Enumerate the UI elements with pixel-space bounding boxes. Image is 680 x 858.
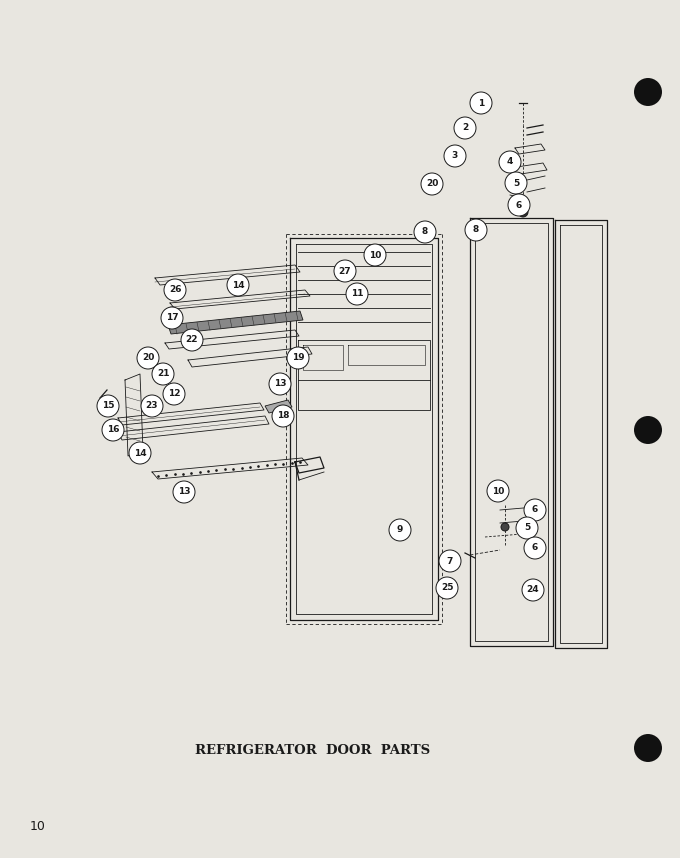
Circle shape — [227, 274, 249, 296]
Circle shape — [518, 207, 528, 217]
Circle shape — [346, 283, 368, 305]
Text: 20: 20 — [142, 353, 154, 362]
Text: 1: 1 — [478, 99, 484, 107]
Text: 12: 12 — [168, 390, 180, 398]
Text: 14: 14 — [232, 281, 244, 289]
Circle shape — [505, 172, 527, 194]
Text: 6: 6 — [532, 505, 538, 515]
Circle shape — [470, 92, 492, 114]
Text: 14: 14 — [134, 449, 146, 457]
Text: REFRIGERATOR  DOOR  PARTS: REFRIGERATOR DOOR PARTS — [195, 744, 430, 758]
Circle shape — [129, 442, 151, 464]
Circle shape — [501, 523, 509, 531]
Text: 6: 6 — [516, 201, 522, 209]
Circle shape — [634, 78, 662, 106]
Circle shape — [634, 416, 662, 444]
Text: 9: 9 — [397, 525, 403, 535]
Circle shape — [522, 579, 544, 601]
Circle shape — [524, 537, 546, 559]
Circle shape — [173, 481, 195, 503]
Text: 25: 25 — [441, 583, 454, 593]
Circle shape — [454, 117, 476, 139]
Text: 11: 11 — [351, 289, 363, 299]
Text: 10: 10 — [30, 819, 46, 833]
Text: 18: 18 — [277, 412, 289, 420]
Circle shape — [499, 151, 521, 173]
Circle shape — [152, 363, 174, 385]
Circle shape — [436, 577, 458, 599]
Text: 13: 13 — [274, 379, 286, 389]
Text: 10: 10 — [492, 486, 504, 496]
Circle shape — [141, 395, 163, 417]
Circle shape — [389, 519, 411, 541]
Text: 20: 20 — [426, 179, 438, 189]
Text: 22: 22 — [186, 335, 199, 345]
Circle shape — [516, 517, 538, 539]
Text: 15: 15 — [102, 402, 114, 410]
Circle shape — [102, 419, 124, 441]
Circle shape — [137, 347, 159, 369]
Circle shape — [444, 145, 466, 167]
Circle shape — [524, 499, 546, 521]
Text: 3: 3 — [452, 152, 458, 160]
Circle shape — [164, 279, 186, 301]
Circle shape — [465, 219, 487, 241]
Text: 6: 6 — [532, 543, 538, 553]
Text: 4: 4 — [507, 158, 513, 166]
Text: 24: 24 — [527, 585, 539, 595]
Text: 21: 21 — [157, 370, 169, 378]
Text: 19: 19 — [292, 353, 305, 362]
Circle shape — [163, 383, 185, 405]
Circle shape — [414, 221, 436, 243]
Circle shape — [334, 260, 356, 282]
Circle shape — [421, 173, 443, 195]
Text: 26: 26 — [169, 286, 182, 294]
Circle shape — [269, 373, 291, 395]
Circle shape — [439, 550, 461, 572]
Text: 7: 7 — [447, 557, 453, 565]
Text: 16: 16 — [107, 426, 119, 434]
Circle shape — [161, 307, 183, 329]
Circle shape — [508, 194, 530, 216]
Text: 5: 5 — [513, 178, 519, 188]
Text: 10: 10 — [369, 251, 381, 259]
Polygon shape — [168, 311, 303, 334]
Circle shape — [364, 244, 386, 266]
Circle shape — [97, 395, 119, 417]
Circle shape — [287, 347, 309, 369]
Text: 27: 27 — [339, 267, 352, 275]
Text: 17: 17 — [166, 313, 178, 323]
Text: 23: 23 — [146, 402, 158, 410]
Text: 8: 8 — [422, 227, 428, 237]
Text: 2: 2 — [462, 124, 468, 132]
Polygon shape — [265, 400, 292, 413]
Circle shape — [181, 329, 203, 351]
Circle shape — [487, 480, 509, 502]
Text: 5: 5 — [524, 523, 530, 533]
Circle shape — [272, 405, 294, 427]
Circle shape — [634, 734, 662, 762]
Text: 8: 8 — [473, 226, 479, 234]
Text: 13: 13 — [177, 487, 190, 497]
